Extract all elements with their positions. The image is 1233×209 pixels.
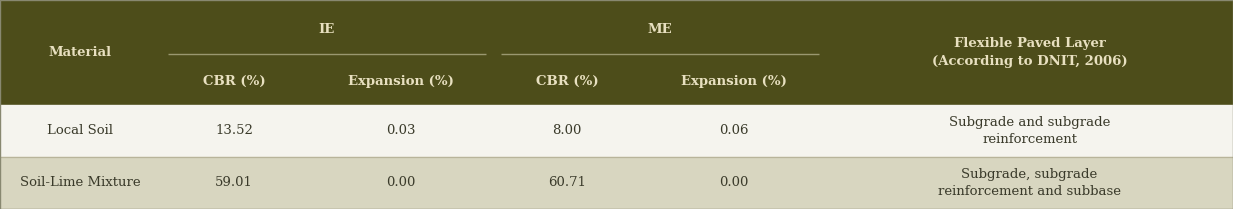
Text: Expansion (%): Expansion (%) (681, 75, 787, 88)
Text: ME: ME (647, 23, 672, 36)
Text: 0.00: 0.00 (719, 176, 748, 189)
Text: 59.01: 59.01 (216, 176, 253, 189)
Text: CBR (%): CBR (%) (536, 75, 598, 88)
Text: CBR (%): CBR (%) (203, 75, 265, 88)
Bar (0, 157, 1233, 209)
Text: 0.03: 0.03 (386, 124, 416, 137)
Text: Local Soil: Local Soil (47, 124, 113, 137)
Text: 0.06: 0.06 (719, 124, 748, 137)
Text: 60.71: 60.71 (549, 176, 586, 189)
Bar (0, 104, 1233, 157)
Text: 13.52: 13.52 (216, 124, 253, 137)
Bar (0, 0, 1233, 104)
Text: IE: IE (318, 23, 335, 36)
Text: 0.00: 0.00 (386, 176, 416, 189)
Text: 8.00: 8.00 (552, 124, 582, 137)
Text: Material: Material (48, 46, 112, 59)
Text: Expansion (%): Expansion (%) (348, 75, 454, 88)
Text: Subgrade and subgrade
reinforcement: Subgrade and subgrade reinforcement (949, 116, 1110, 146)
Text: Soil-Lime Mixture: Soil-Lime Mixture (20, 176, 141, 189)
Text: Subgrade, subgrade
reinforcement and subbase: Subgrade, subgrade reinforcement and sub… (938, 168, 1121, 198)
Text: Flexible Paved Layer
(According to DNIT, 2006): Flexible Paved Layer (According to DNIT,… (932, 37, 1127, 68)
